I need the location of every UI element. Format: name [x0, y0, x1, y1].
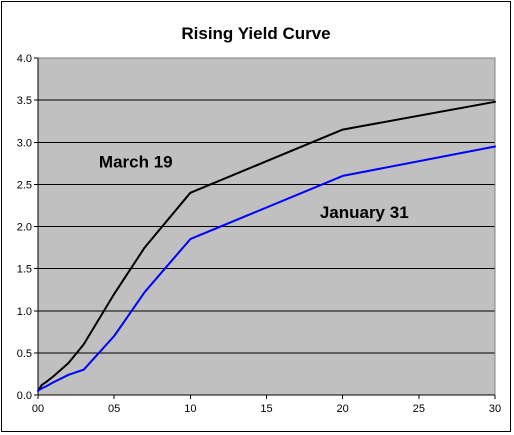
x-tick-label: 05 [108, 403, 120, 415]
chart-title: Rising Yield Curve [181, 24, 330, 43]
x-tick-label: 25 [413, 403, 425, 415]
series-annotation: March 19 [99, 153, 173, 172]
x-tick-label: 10 [184, 403, 196, 415]
series-line-march-19 [37, 100, 496, 392]
y-tick-label: 3.0 [17, 137, 32, 149]
y-tick-label: 0.5 [17, 348, 32, 360]
y-tick-label: 2.5 [17, 179, 32, 191]
y-tick-label: 0.0 [17, 390, 32, 402]
plot-area: 0.0 0.5 1.0 1.5 2.0 2.5 3.0 3.5 4.0 00 05 10 15 20 25 3… [17, 53, 501, 415]
series-annotation: January 31 [320, 203, 409, 222]
x-tick-label: 30 [489, 403, 501, 415]
x-tick-label: 00 [32, 403, 44, 415]
y-tick-label: 1.5 [17, 264, 32, 276]
y-tick-label: 3.5 [17, 95, 32, 107]
y-tick-label: 2.0 [17, 222, 32, 234]
x-tick-label: 20 [337, 403, 349, 415]
y-tick-label: 4.0 [17, 53, 32, 65]
x-tick-label: 15 [260, 403, 272, 415]
y-tick-label: 1.0 [17, 306, 32, 318]
series-line-january-31 [37, 145, 496, 392]
